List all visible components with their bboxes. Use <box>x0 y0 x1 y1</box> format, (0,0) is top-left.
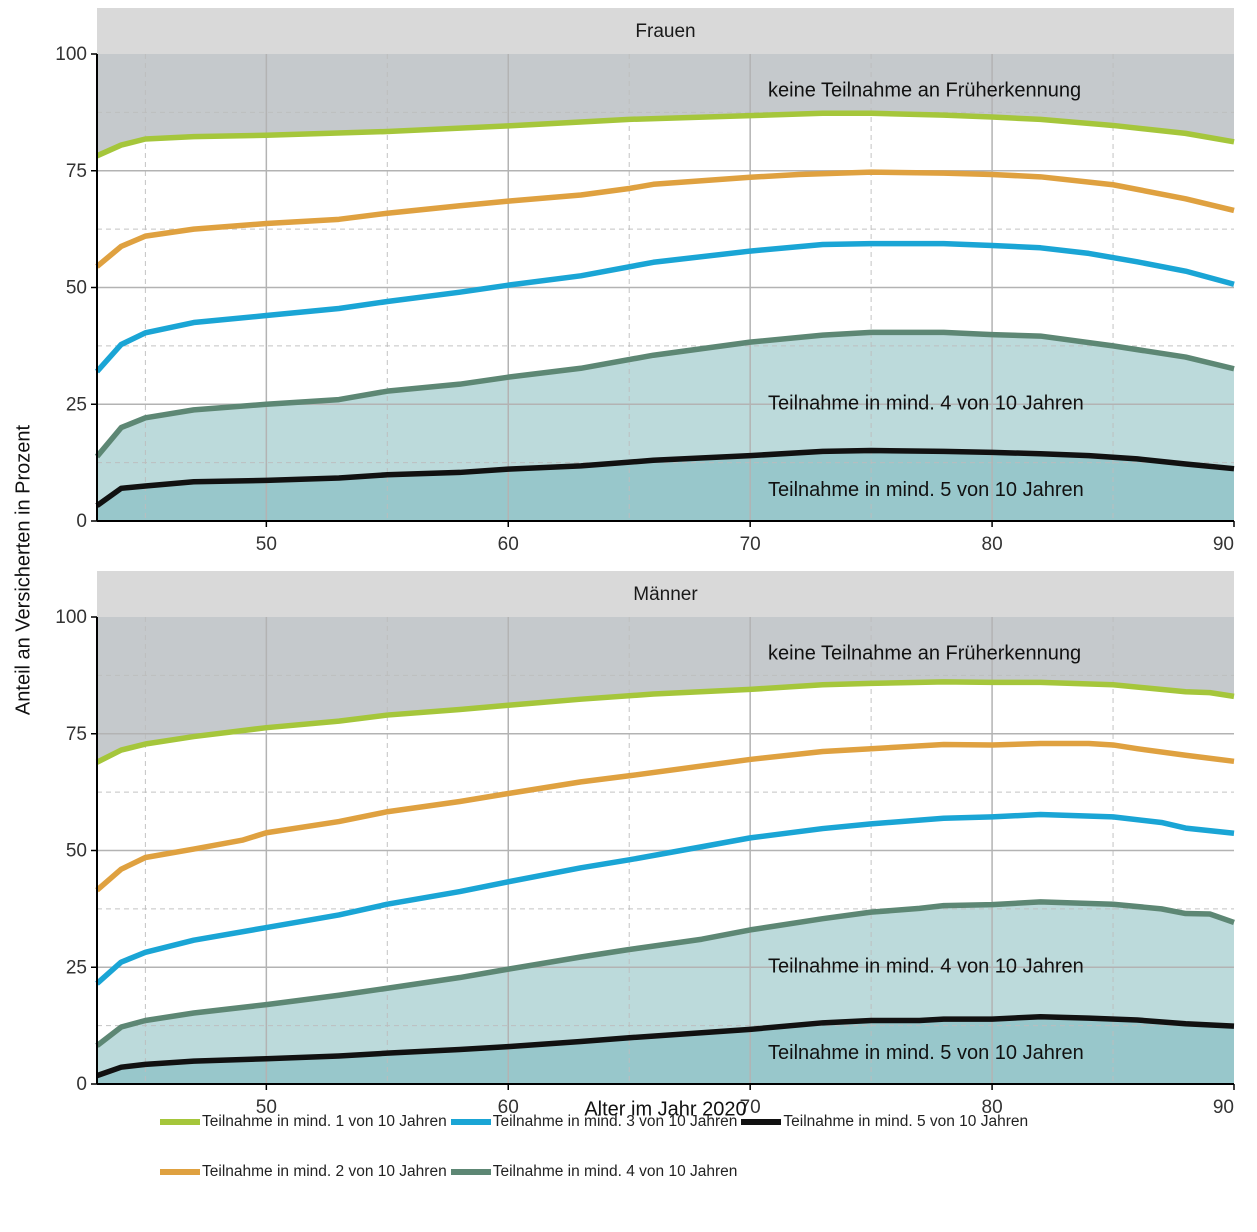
legend: Teilnahme in mind. 1 von 10 Jahren Teiln… <box>160 1112 1220 1212</box>
panel-1-x-tick-label: 80 <box>982 534 1003 555</box>
panel-2-x-tick-label: 70 <box>740 1097 761 1118</box>
legend-item-mind1: Teilnahme in mind. 1 von 10 Jahren <box>160 1113 447 1131</box>
legend-label-mind1: Teilnahme in mind. 1 von 10 Jahren <box>202 1113 447 1130</box>
panel-1-strip <box>97 8 1234 54</box>
panel-1-y-tick-label: 75 <box>66 161 87 182</box>
panel-2-title: Männer <box>633 584 698 605</box>
legend-swatch-mind2 <box>160 1169 200 1175</box>
panel-1-line-s4 <box>94 329 1235 459</box>
panel-1-x-tick-label: 60 <box>498 534 519 555</box>
panel-2-strip <box>97 571 1234 617</box>
legend-swatch-mind3 <box>450 1119 491 1125</box>
panel-1-title: Frauen <box>635 21 695 42</box>
panel-2-y-tick-label: 75 <box>66 724 87 745</box>
panel-2-x-tick-label: 50 <box>256 1097 277 1118</box>
panel-2-y-tick-label: 0 <box>76 1074 87 1095</box>
legend-swatch-mind1 <box>160 1119 200 1125</box>
panel-2-y-tick-label: 25 <box>66 957 87 978</box>
panel-1-line-s2 <box>95 169 1235 269</box>
y-axis-title: Anteil an Versicherten in Prozent <box>12 424 34 715</box>
legend-item-mind5: Teilnahme in mind. 5 von 10 Jahren <box>741 1113 1028 1131</box>
panel-1-x-tick-label: 70 <box>740 534 761 555</box>
legend-item-mind2: Teilnahme in mind. 2 von 10 Jahren <box>160 1163 447 1181</box>
legend-item-mind3: Teilnahme in mind. 3 von 10 Jahren <box>450 1113 738 1131</box>
panel-1-y-tick-label: 0 <box>76 511 87 532</box>
x-axis-title: Alter im Jahr 2020 <box>584 1098 746 1120</box>
panel-1-label-mind4: Teilnahme in mind. 4 von 10 Jahren <box>768 393 1084 415</box>
panel-1-label-mind5: Teilnahme in mind. 5 von 10 Jahren <box>768 479 1084 501</box>
panel-2-line-s2 <box>95 740 1235 893</box>
panel-2-area-keine <box>97 617 1234 763</box>
legend-swatch-mind4 <box>450 1169 491 1175</box>
panel-1-line-s5 <box>95 447 1235 508</box>
panel-1-x-tick-label: 50 <box>256 534 277 555</box>
panel-1-line-s3 <box>94 240 1235 374</box>
panel-2-label-mind5: Teilnahme in mind. 5 von 10 Jahren <box>768 1042 1084 1064</box>
panel-1-y-tick-label: 100 <box>55 44 87 65</box>
legend-label-mind5: Teilnahme in mind. 5 von 10 Jahren <box>783 1113 1029 1130</box>
panel-2-x-tick-label: 60 <box>498 1097 519 1118</box>
legend-item-mind4: Teilnahme in mind. 4 von 10 Jahren <box>450 1163 738 1181</box>
panel-2-line-s1 <box>95 679 1235 765</box>
panel-2-line-s5 <box>96 1014 1235 1079</box>
legend-label-mind3: Teilnahme in mind. 3 von 10 Jahren <box>492 1113 738 1130</box>
panel-2-x-tick-label: 80 <box>982 1097 1003 1118</box>
panel-1-label-keine: keine Teilnahme an Früherkennung <box>768 80 1081 102</box>
legend-label-mind2: Teilnahme in mind. 2 von 10 Jahren <box>202 1163 447 1180</box>
panel-2-x-tick-label: 90 <box>1213 1097 1234 1118</box>
panel-2-line-s4 <box>95 899 1235 1048</box>
panel-2-y-tick-label: 50 <box>66 841 87 862</box>
panel-2-y-tick-label: 100 <box>55 607 87 628</box>
legend-row-2: Teilnahme in mind. 2 von 10 Jahren Teiln… <box>160 1162 1220 1182</box>
panel-1-y-tick-label: 50 <box>66 278 87 299</box>
panel-2-area-mind5 <box>97 1016 1234 1084</box>
panel-2-line-s3 <box>95 811 1235 986</box>
panel-1-line-s1 <box>95 110 1235 159</box>
legend-swatch-mind5 <box>741 1119 782 1125</box>
legend-row-1: Teilnahme in mind. 1 von 10 Jahren Teiln… <box>160 1112 1220 1132</box>
panel-2-area-mind4 <box>97 901 1234 1076</box>
panel-1-x-tick-label: 90 <box>1213 534 1234 555</box>
panel-2-label-keine: keine Teilnahme an Früherkennung <box>768 643 1081 665</box>
legend-label-mind4: Teilnahme in mind. 4 von 10 Jahren <box>492 1163 738 1180</box>
panel-1-y-tick-label: 25 <box>66 394 87 415</box>
panel-1-area-mind4 <box>97 332 1234 506</box>
panel-2-label-mind4: Teilnahme in mind. 4 von 10 Jahren <box>768 956 1084 978</box>
panel-1-area-mind5 <box>97 450 1234 521</box>
